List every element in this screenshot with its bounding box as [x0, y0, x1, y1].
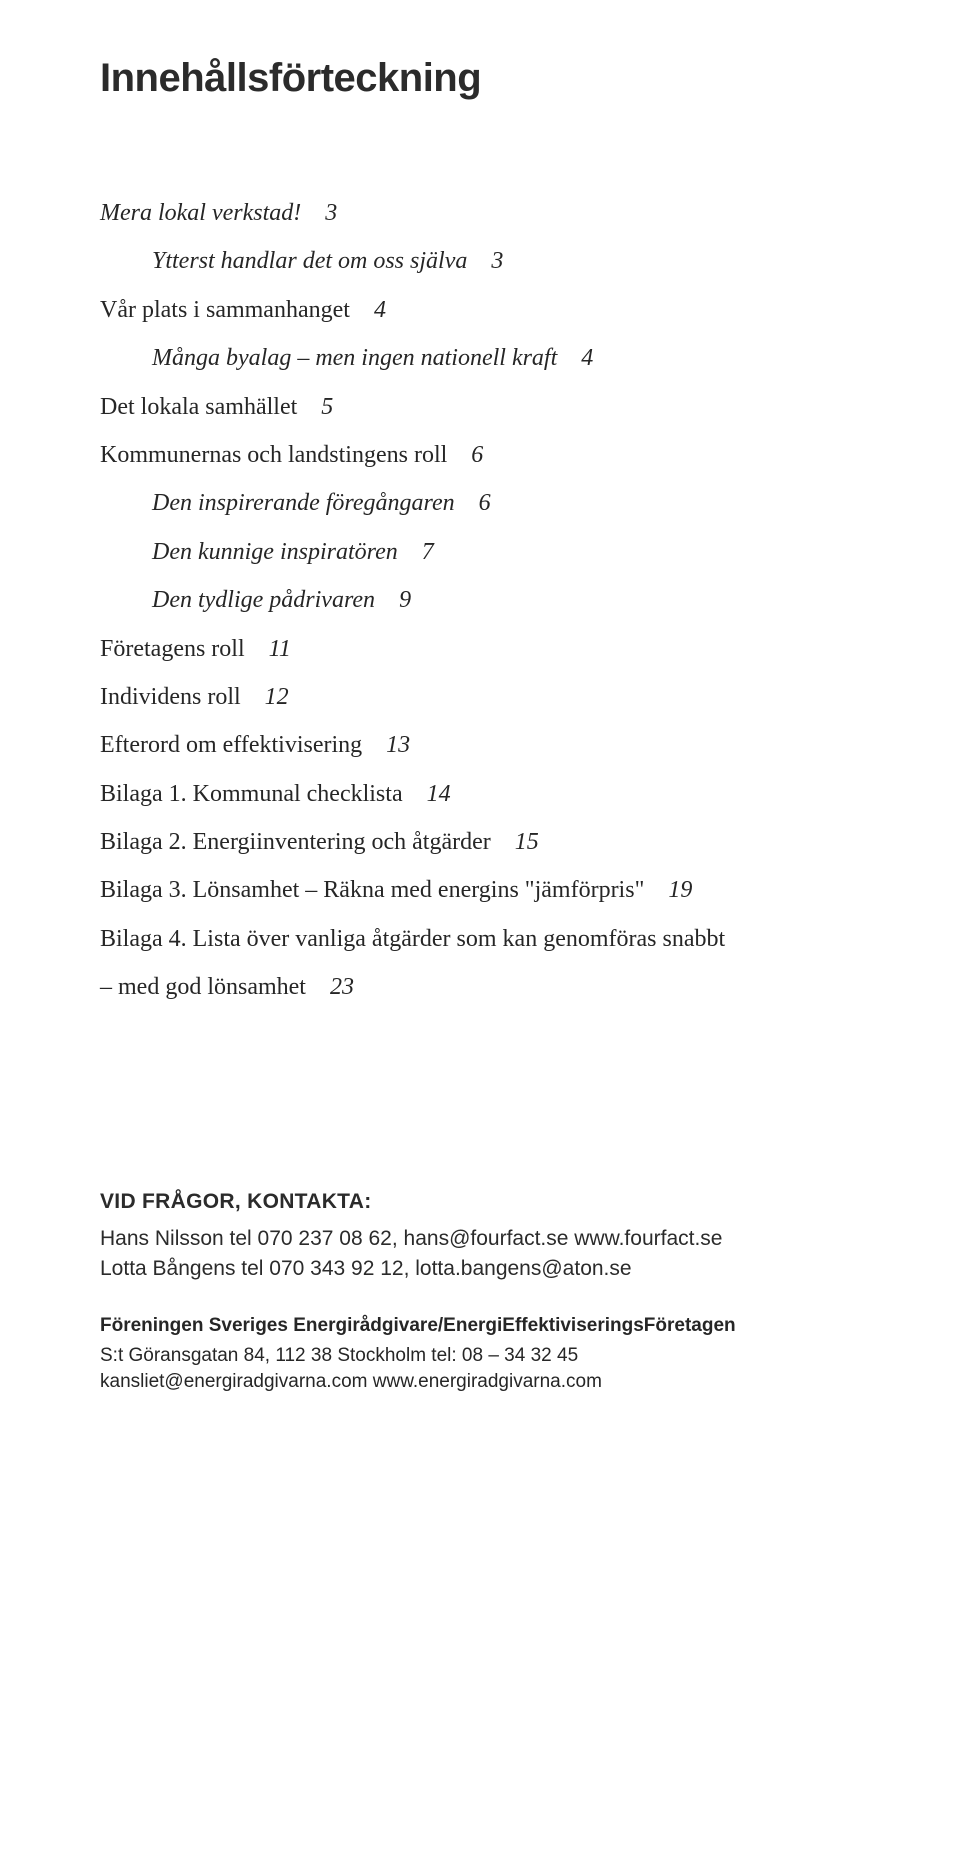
toc-label: Den tydlige pådrivaren — [152, 587, 375, 613]
toc-page: 19 — [668, 877, 692, 903]
toc-page: 6 — [471, 442, 483, 468]
toc-label: Den kunnige inspiratören — [152, 539, 398, 565]
toc-label: Bilaga 3. Lönsamhet – Räkna med energins… — [100, 877, 644, 903]
contact-line: Hans Nilsson tel 070 237 08 62, hans@fou… — [100, 1224, 860, 1254]
toc-label: Det lokala samhället — [100, 394, 297, 420]
contact-heading: VID FRÅGOR, KONTAKTA: — [100, 1190, 860, 1214]
toc-row: Bilaga 3. Lönsamhet – Räkna med energins… — [100, 868, 860, 912]
toc-row: Det lokala samhället 5 — [100, 385, 860, 429]
toc-row: Ytterst handlar det om oss själva 3 — [152, 239, 860, 283]
toc-label: Företagens roll — [100, 636, 245, 662]
org-web: kansliet@energiradgivarna.com www.energi… — [100, 1369, 860, 1396]
org-address: S:t Göransgatan 84, 112 38 Stockholm tel… — [100, 1343, 860, 1370]
toc-row: Företagens roll 11 — [100, 627, 860, 671]
toc-label: Efterord om effektivisering — [100, 732, 362, 758]
toc-label: Många byalag – men ingen nationell kraft — [152, 345, 557, 371]
toc-page: 4 — [374, 297, 386, 323]
toc-row: Kommunernas och landstingens roll 6 — [100, 433, 860, 477]
toc-row: Mera lokal verkstad! 3 — [100, 191, 860, 235]
toc-label: Bilaga 4. Lista över vanliga åtgärder so… — [100, 926, 725, 952]
toc-label: Bilaga 1. Kommunal checklista — [100, 781, 403, 807]
toc-row: Bilaga 1. Kommunal checklista 14 — [100, 772, 860, 816]
toc-page: 3 — [325, 200, 337, 226]
toc-row: Vår plats i sammanhanget 4 — [100, 288, 860, 332]
contact-block: VID FRÅGOR, KONTAKTA: Hans Nilsson tel 0… — [100, 1190, 860, 1285]
toc-label: Individens roll — [100, 684, 241, 710]
toc-page: 5 — [321, 394, 333, 420]
toc-row: Den kunnige inspiratören 7 — [152, 530, 860, 574]
toc-label: Mera lokal verkstad! — [100, 200, 301, 226]
contact-line: Lotta Bångens tel 070 343 92 12, lotta.b… — [100, 1254, 860, 1284]
toc-label: Den inspirerande föregångaren — [152, 490, 455, 516]
toc-page: 23 — [330, 974, 354, 1000]
toc-row: Bilaga 4. Lista över vanliga åtgärder so… — [100, 917, 860, 961]
toc-row: – med god lönsamhet 23 — [100, 965, 860, 1009]
toc-label: Bilaga 2. Energiinventering och åtgärder — [100, 829, 491, 855]
toc-page: 3 — [491, 248, 503, 274]
toc-label: Vår plats i sammanhanget — [100, 297, 350, 323]
toc-page: 9 — [399, 587, 411, 613]
toc-row: Den tydlige pådrivaren 9 — [152, 578, 860, 622]
toc-label: Kommunernas och landstingens roll — [100, 442, 447, 468]
toc-row: Individens roll 12 — [100, 675, 860, 719]
toc-label: Ytterst handlar det om oss själva — [152, 248, 467, 274]
toc-page: 7 — [422, 539, 434, 565]
toc-row: Bilaga 2. Energiinventering och åtgärder… — [100, 820, 860, 864]
table-of-contents: Mera lokal verkstad! 3 Ytterst handlar de… — [100, 191, 860, 1010]
toc-page: 15 — [515, 829, 539, 855]
toc-page: 11 — [269, 636, 291, 662]
org-name: Föreningen Sveriges Energirådgivare/Ener… — [100, 1315, 860, 1337]
toc-page: 6 — [479, 490, 491, 516]
toc-page: 13 — [386, 732, 410, 758]
toc-row: Många byalag – men ingen nationell kraft… — [152, 336, 860, 380]
toc-page: 14 — [427, 781, 451, 807]
toc-page: 4 — [581, 345, 593, 371]
toc-row: Efterord om effektivisering 13 — [100, 723, 860, 767]
organization-block: Föreningen Sveriges Energirådgivare/Ener… — [100, 1315, 860, 1396]
toc-page: 12 — [265, 684, 289, 710]
page-title: Innehållsförteckning — [100, 56, 860, 101]
toc-label: – med god lönsamhet — [100, 974, 306, 1000]
toc-row: Den inspirerande föregångaren 6 — [152, 481, 860, 525]
